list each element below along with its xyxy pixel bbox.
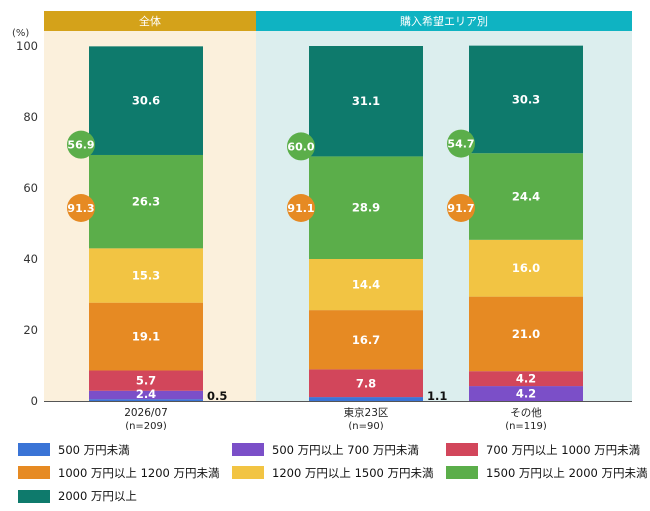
legend-label: 500 万円以上 700 万円未満: [272, 442, 419, 457]
category-n-label: (n=90): [348, 421, 383, 430]
category-label: その他: [510, 406, 542, 419]
y-tick-label: 100: [16, 39, 38, 53]
data-label: 7.8: [356, 376, 376, 390]
header-area-label: 購入希望エリア別: [400, 14, 488, 28]
legend-item: 500 万円以上 700 万円未満: [232, 440, 446, 459]
cumulative-badge-green: [67, 130, 95, 159]
bar-segment: [89, 248, 203, 303]
header-overall-label: 全体: [139, 14, 161, 28]
data-label-outside: 1.1: [427, 389, 447, 403]
cumulative-badge-green: [447, 129, 475, 158]
bar-segment: [89, 302, 203, 371]
data-label: 26.3: [132, 195, 160, 209]
category-label: 2026/07: [124, 407, 168, 419]
legend-label: 500 万円未満: [58, 442, 130, 457]
data-label: 21.0: [512, 327, 540, 341]
cumulative-badge-orange: [287, 194, 315, 222]
y-tick-label: 40: [23, 252, 38, 266]
stacked-bar-chart: 全体 購入希望エリア別 (%) 0 20 40 60 80 100 0.5 2.45.7 19.1 15…: [12, 11, 632, 430]
y-tick-label: 80: [23, 110, 38, 124]
data-label: 31.1: [352, 94, 380, 108]
data-label: 16.0: [512, 261, 540, 275]
legend-item: 1500 万円以上 2000 万円未満: [446, 463, 648, 482]
legend-swatch: [446, 443, 478, 456]
cumulative-badge-green-label: 60.0: [287, 140, 314, 153]
bar-segment: [309, 397, 423, 401]
data-label: 19.1: [132, 330, 160, 344]
y-unit-label: (%): [12, 28, 29, 39]
bar-segment: [89, 399, 203, 401]
data-label: 2.4: [136, 387, 156, 401]
bar-segment: [309, 310, 423, 370]
chart-legend: 500 万円未満 500 万円以上 700 万円未満 700 万円以上 1000 万…: [18, 440, 648, 506]
data-label: 16.7: [352, 333, 380, 347]
legend-item: 1000 万円以上 1200 万円未満: [18, 463, 232, 482]
legend-label: 1500 万円以上 2000 万円未満: [486, 465, 648, 480]
category-n-label: (n=119): [505, 421, 547, 430]
legend-swatch: [232, 443, 264, 456]
legend-item: 1200 万円以上 1500 万円未満: [232, 463, 446, 482]
legend-swatch: [18, 443, 50, 456]
bar-segment: [469, 45, 583, 154]
data-label: 30.6: [132, 94, 160, 108]
bar-segment: [469, 239, 583, 297]
y-tick-label: 60: [23, 181, 38, 195]
bar-segment: [309, 46, 423, 157]
legend-swatch: [446, 466, 478, 480]
bar-segment: [469, 296, 583, 372]
data-label: 30.3: [512, 92, 540, 106]
bar-segment: [469, 371, 583, 387]
cumulative-badge-orange-label: 91.1: [287, 202, 314, 215]
data-label: 24.4: [512, 190, 540, 204]
legend-label: 700 万円以上 1000 万円未満: [486, 442, 641, 457]
bar-segment: [89, 46, 203, 155]
cumulative-badge-orange: [447, 194, 475, 222]
legend-item: 2000 万円以上: [18, 487, 232, 506]
data-label: 4.2: [516, 372, 536, 386]
data-label-outside: 0.5: [207, 389, 227, 403]
bar-segment: [309, 259, 423, 311]
cumulative-badge-green-label: 56.9: [67, 139, 94, 152]
data-label: 5.7: [136, 374, 156, 388]
bar-segment: [89, 390, 203, 400]
legend-item: 500 万円未満: [18, 440, 232, 459]
data-label: 28.9: [352, 201, 380, 215]
y-tick-label: 0: [31, 394, 38, 408]
header-area: [256, 11, 632, 31]
bar-segment: [89, 370, 203, 391]
bar-segment: [469, 153, 583, 240]
data-label: 15.3: [132, 269, 160, 283]
cumulative-badge-green-label: 54.7: [447, 138, 474, 151]
data-label: 4.2: [516, 387, 536, 401]
bar-segment: [469, 386, 583, 401]
bar-segment: [89, 154, 203, 249]
y-tick-label: 20: [23, 323, 38, 337]
legend-item: 700 万円以上 1000 万円未満: [446, 440, 646, 459]
legend-swatch: [18, 489, 50, 503]
legend-swatch: [18, 466, 50, 480]
category-n-label: (n=209): [125, 421, 167, 430]
legend-swatch: [232, 466, 264, 480]
header-overall: [44, 11, 256, 31]
category-label: 東京23区: [344, 406, 389, 419]
cumulative-badge-green: [287, 132, 315, 161]
bar-segment: [309, 156, 423, 259]
legend-label: 1000 万円以上 1200 万円未満: [58, 465, 220, 480]
cumulative-badge-orange-label: 91.7: [447, 202, 474, 215]
cumulative-badge-orange-label: 91.3: [67, 202, 94, 215]
bar-segment: [309, 369, 423, 398]
legend-label: 2000 万円以上: [58, 489, 137, 504]
cumulative-badge-orange: [67, 194, 95, 222]
legend-label: 1200 万円以上 1500 万円未満: [272, 465, 434, 480]
data-label: 14.4: [352, 278, 380, 292]
